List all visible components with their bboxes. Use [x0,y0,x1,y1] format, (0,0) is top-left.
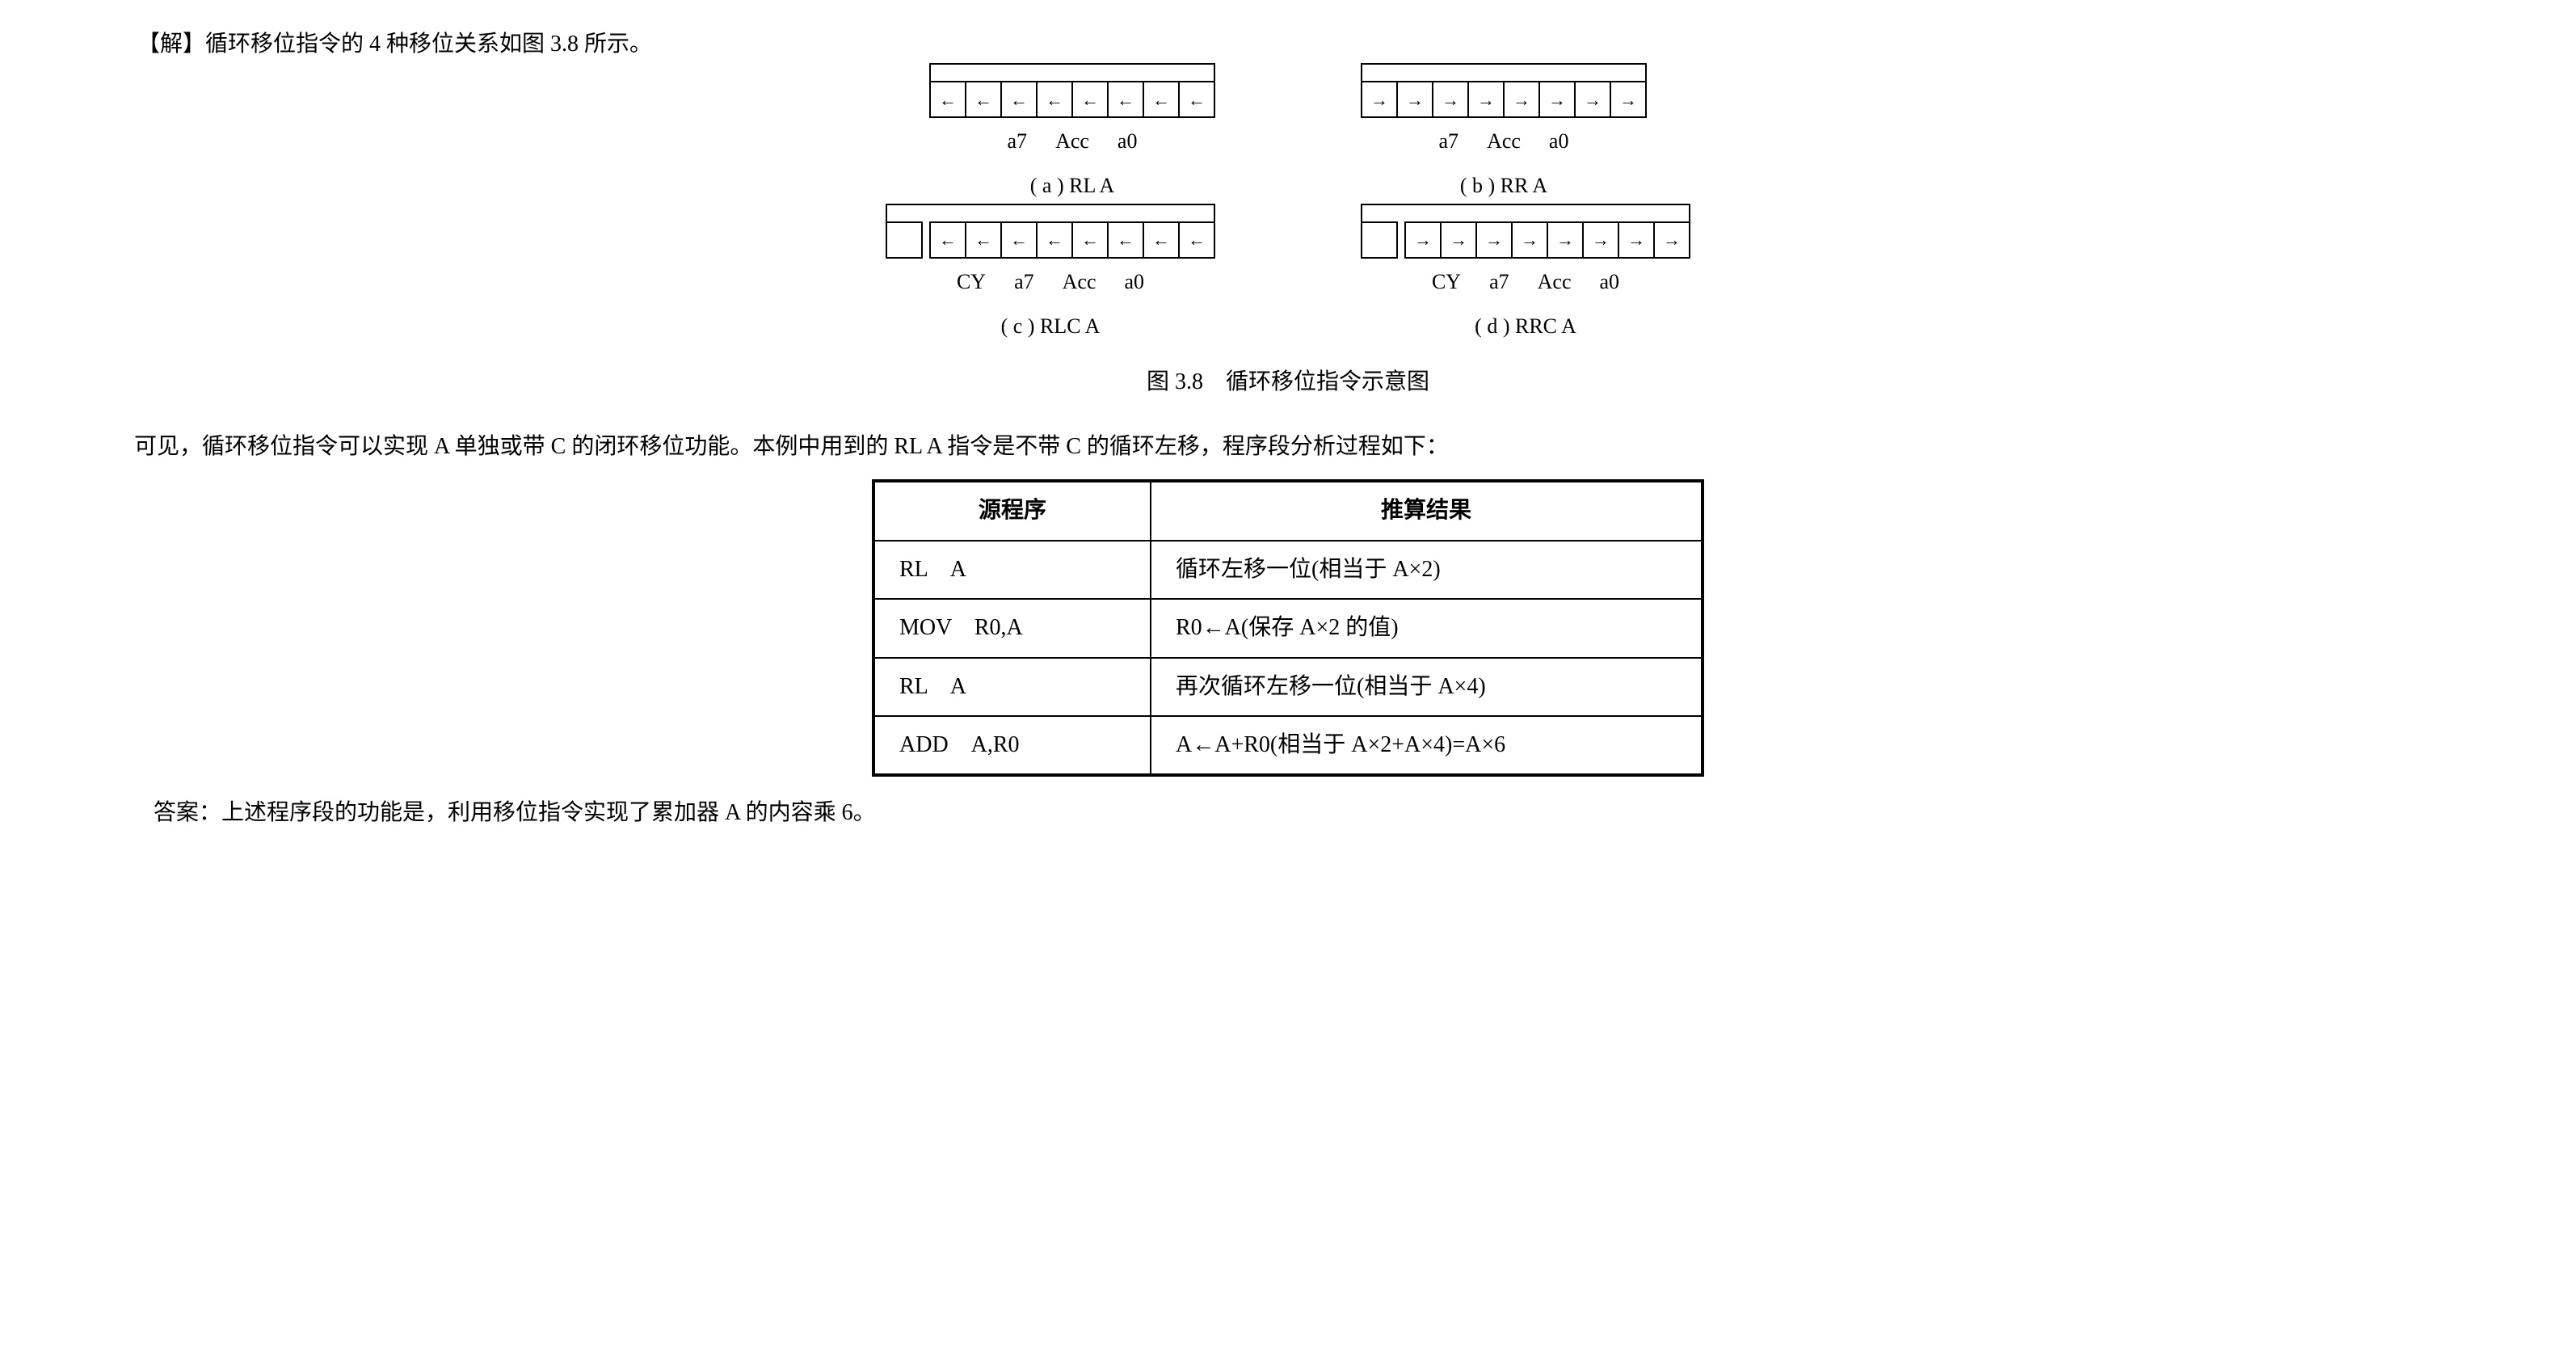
caption-d: ( d ) RRC A [1475,308,1576,346]
solution-heading: 【解】循环移位指令的 4 种移位关系如图 3.8 所示。 [137,24,2536,65]
label-acc: Acc [1538,263,1572,301]
label-cy: CY [957,263,986,301]
label-a7: a7 [1008,123,1028,161]
diagram-c: ←←←←←←←← CY a7 Acc a0 ( c ) RLC A [886,221,1215,346]
paragraph-1: 可见，循环移位指令可以实现 A 单独或带 C 的闭环移位功能。本例中用到的 RL… [89,427,2487,467]
heading-text: 【解】循环移位指令的 4 种移位关系如图 3.8 所示。 [137,32,652,57]
cell-res: R0←A(保存 A×2 的值) [1151,599,1703,657]
label-a7: a7 [1489,263,1509,301]
acc-b: →→→→→→→→ [1361,81,1647,118]
cy-box-d [1361,221,1398,259]
label-a0: a0 [1599,263,1619,301]
cell-src: RL A [873,658,1151,716]
caption-b: ( b ) RR A [1460,167,1547,205]
table-row: ADD A,R0 A←A+R0(相当于 A×2+A×4)=A×6 [873,716,1703,775]
diagram-b: →→→→→→→→ a7 Acc a0 ( b ) RR A [1361,81,1647,205]
label-cy: CY [1432,263,1461,301]
label-acc: Acc [1055,123,1089,161]
caption-c: ( c ) RLC A [1001,308,1101,346]
cy-box-c [886,221,923,259]
cell-res: 循环左移一位(相当于 A×2) [1151,541,1703,599]
diagram-d: →→→→→→→→ CY a7 Acc a0 ( d ) RRC A [1361,221,1690,346]
label-a0: a0 [1118,123,1138,161]
table-row: RL A 再次循环左移一位(相当于 A×4) [873,658,1703,716]
label-a0: a0 [1124,263,1144,301]
cell-src: ADD A,R0 [873,716,1151,775]
label-a7: a7 [1014,263,1034,301]
diagram-row-1: ←←←←←←←← a7 Acc a0 ( a ) RL A →→→→→→→→ a… [40,81,2536,205]
acc-d: →→→→→→→→ [1404,221,1690,259]
label-a0: a0 [1549,123,1569,161]
diagram-row-2: ←←←←←←←← CY a7 Acc a0 ( c ) RLC A →→→→→→… [40,221,2536,346]
label-a7: a7 [1439,123,1459,161]
table-row: MOV R0,A R0←A(保存 A×2 的值) [873,599,1703,657]
header-result: 推算结果 [1151,481,1703,540]
header-source: 源程序 [873,481,1151,540]
table-row: RL A 循环左移一位(相当于 A×2) [873,541,1703,599]
analysis-table: 源程序 推算结果 RL A 循环左移一位(相当于 A×2) MOV R0,A R… [872,479,1704,777]
table-header-row: 源程序 推算结果 [873,481,1703,540]
acc-c: ←←←←←←←← [929,221,1215,259]
cell-src: MOV R0,A [873,599,1151,657]
caption-a: ( a ) RL A [1030,167,1114,205]
cell-res: 再次循环左移一位(相当于 A×4) [1151,658,1703,716]
cell-src: RL A [873,541,1151,599]
label-acc: Acc [1487,123,1521,161]
label-acc: Acc [1063,263,1096,301]
answer-text: 答案：上述程序段的功能是，利用移位指令实现了累加器 A 的内容乘 6。 [154,793,2487,833]
acc-a: ←←←←←←←← [929,81,1215,118]
figure-caption: 图 3.8 循环移位指令示意图 [40,362,2536,402]
cell-res: A←A+R0(相当于 A×2+A×4)=A×6 [1151,716,1703,775]
diagram-a: ←←←←←←←← a7 Acc a0 ( a ) RL A [929,81,1215,205]
